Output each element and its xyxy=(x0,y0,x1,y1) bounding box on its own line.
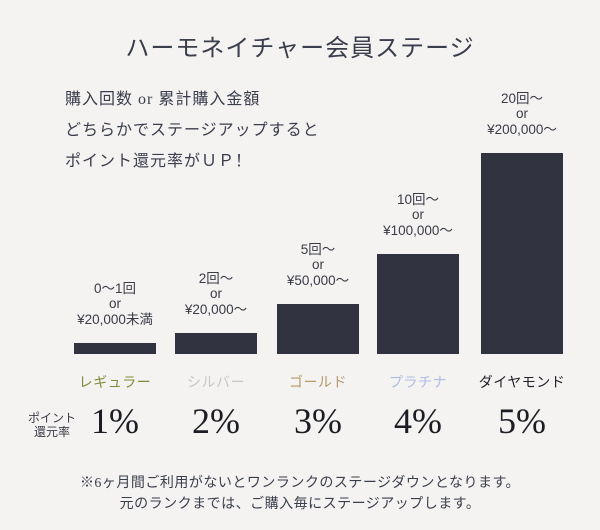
stage-condition-line: 5回〜 xyxy=(300,241,336,257)
point-rate-axis-label-line-2: 還元率 xyxy=(33,425,70,439)
stage-point-rate: 1% xyxy=(91,401,139,441)
stage-condition-label: 2回〜 or ¥20,000〜 xyxy=(185,271,247,318)
stage-bar xyxy=(175,333,257,354)
stage-name: プラチナ xyxy=(389,376,447,391)
intro-line-2: どちらかでステージアップすると xyxy=(65,122,320,139)
stage-point-rate: 5% xyxy=(498,401,546,441)
page-title: ハーモネイチャー会員ステージ xyxy=(125,36,475,62)
stage-bar xyxy=(74,343,156,354)
stage-column: 10回〜 or ¥100,000〜 xyxy=(377,192,459,354)
stage-condition-line: 20回〜 xyxy=(500,90,544,106)
stage-condition-line: ¥200,000〜 xyxy=(487,121,557,137)
point-rate-axis-label-line-1: ポイント xyxy=(27,411,76,425)
stage-name: レギュラー xyxy=(78,376,152,391)
stage-point-rate: 4% xyxy=(394,401,442,441)
stage-point-rate: 3% xyxy=(294,401,342,441)
stage-condition-line: ¥20,000未満 xyxy=(77,311,153,327)
intro-line-1: 購入回数 or 累計購入金額 xyxy=(65,91,261,108)
stage-condition-label: 10回〜 or ¥100,000〜 xyxy=(383,192,453,239)
stage-column: 5回〜 or ¥50,000〜 xyxy=(277,242,359,354)
stage-condition-line: or xyxy=(108,296,121,311)
stage-condition-line: 10回〜 xyxy=(396,191,440,207)
stage-condition-line: or xyxy=(311,257,324,272)
stage-bar xyxy=(481,153,563,354)
stage-name: ダイヤモンド xyxy=(478,376,566,391)
stage-condition-label: 20回〜 or ¥200,000〜 xyxy=(487,91,557,138)
stage-condition-line: ¥100,000〜 xyxy=(383,222,453,238)
stage-point-rate: 2% xyxy=(192,401,240,441)
stage-name: シルバー xyxy=(187,376,245,391)
intro-line-3: ポイント還元率がＵＰ！ xyxy=(65,153,253,170)
intro-text: 購入回数 or 累計購入金額 どちらかでステージアップすると ポイント還元率がＵ… xyxy=(65,84,320,177)
stage-condition-line: or xyxy=(209,286,222,301)
footer-note-line-2: 元のランクまでは、ご購入毎にステージアップします。 xyxy=(119,497,481,512)
stage-condition-line: ¥50,000〜 xyxy=(286,272,350,288)
stage-column: 0〜1回 or ¥20,000未満 xyxy=(74,281,156,354)
stage-name: ゴールド xyxy=(289,376,347,391)
stage-column: 2回〜 or ¥20,000〜 xyxy=(175,271,257,354)
footer-note: ※6ヶ月間ご利用がないとワンランクのステージダウンとなります。 元のランクまでは… xyxy=(0,473,600,515)
footer-note-line-1: ※6ヶ月間ご利用がないとワンランクのステージダウンとなります。 xyxy=(79,476,521,491)
point-rate-axis-label: ポイント 還元率 xyxy=(22,411,82,439)
stage-condition-label: 0〜1回 or ¥20,000未満 xyxy=(77,281,153,328)
stage-column: 20回〜 or ¥200,000〜 xyxy=(481,91,563,354)
stage-condition-label: 5回〜 or ¥50,000〜 xyxy=(287,242,349,289)
stage-condition-line: 2回〜 xyxy=(198,270,234,286)
stage-condition-line: or xyxy=(515,106,528,121)
stage-condition-line: 0〜1回 xyxy=(93,280,137,296)
stage-bar xyxy=(377,254,459,354)
stage-condition-line: or xyxy=(411,207,424,222)
stage-bar xyxy=(277,304,359,354)
stage-condition-line: ¥20,000〜 xyxy=(184,301,248,317)
